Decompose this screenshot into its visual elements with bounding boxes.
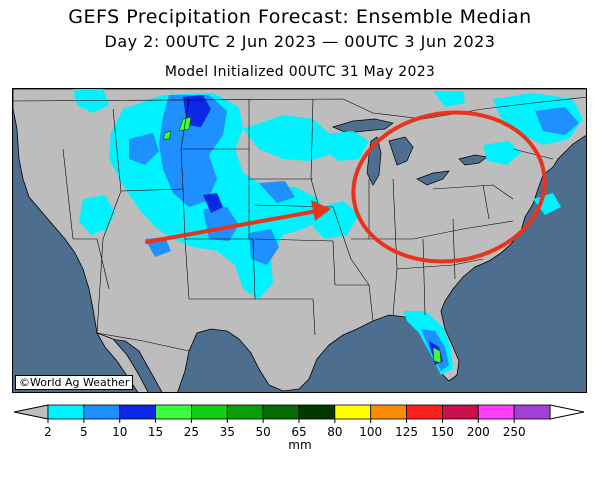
colorbar-tick-label: 250 xyxy=(503,425,526,439)
colorbar-segment xyxy=(191,404,228,420)
colorbar-segment xyxy=(370,404,407,420)
colorbar-tick-label: 80 xyxy=(327,425,342,439)
colorbar-tick-label: 25 xyxy=(184,425,199,439)
colorbar-segment xyxy=(513,404,551,420)
colorbar-tick-label: 150 xyxy=(431,425,454,439)
colorbar-segment xyxy=(155,404,192,420)
colorbar-segment xyxy=(477,404,515,420)
baja-peninsula xyxy=(96,332,149,392)
colorbar-segment xyxy=(442,404,479,420)
colorbar-tick-label: 10 xyxy=(112,425,127,439)
model-init-text: Model Initialized 00UTC 31 May 2023 xyxy=(164,64,436,80)
colorbar-segment xyxy=(262,404,300,420)
colorbar-tick-label: 35 xyxy=(220,425,235,439)
colorbar-tick-label: 15 xyxy=(148,425,163,439)
annotation-arrow xyxy=(145,200,331,244)
colorbar-segment xyxy=(298,404,336,420)
colorbar-segment xyxy=(334,404,372,420)
colorbar-segment xyxy=(83,404,121,420)
map-subtitle: Day 2: 00UTC 2 Jun 2023 — 00UTC 3 Jun 20… xyxy=(104,32,496,51)
colorbar-segment xyxy=(406,404,443,420)
colorbar-units: mm xyxy=(288,438,312,452)
map-svg xyxy=(13,89,586,392)
colorbar-tick-label: 100 xyxy=(359,425,382,439)
colorbar-segment xyxy=(226,404,264,420)
colorbar-tick-label: 5 xyxy=(80,425,88,439)
colorbar: 2 5 10 15 25 35 50 65 80 100 125 150 200 250 xyxy=(13,404,585,439)
map-title: GEFS Precipitation Forecast: Ensemble Me… xyxy=(68,6,532,28)
annotation-ellipse xyxy=(351,110,547,264)
credit-label: ©World Ag Weather xyxy=(15,375,134,390)
precipitation-map: ©World Ag Weather xyxy=(12,88,587,393)
colorbar-tick-label: 200 xyxy=(467,425,490,439)
colorbar-tick-label: 50 xyxy=(256,425,271,439)
colorbar-segment xyxy=(47,404,85,420)
colorbar-tick-label: 65 xyxy=(291,425,306,439)
colorbar-over-triangle xyxy=(549,404,585,420)
colorbar-tick-label: 125 xyxy=(395,425,418,439)
colorbar-under-triangle xyxy=(13,404,49,420)
colorbar-segment xyxy=(119,404,156,420)
colorbar-tick-label: 2 xyxy=(44,425,52,439)
